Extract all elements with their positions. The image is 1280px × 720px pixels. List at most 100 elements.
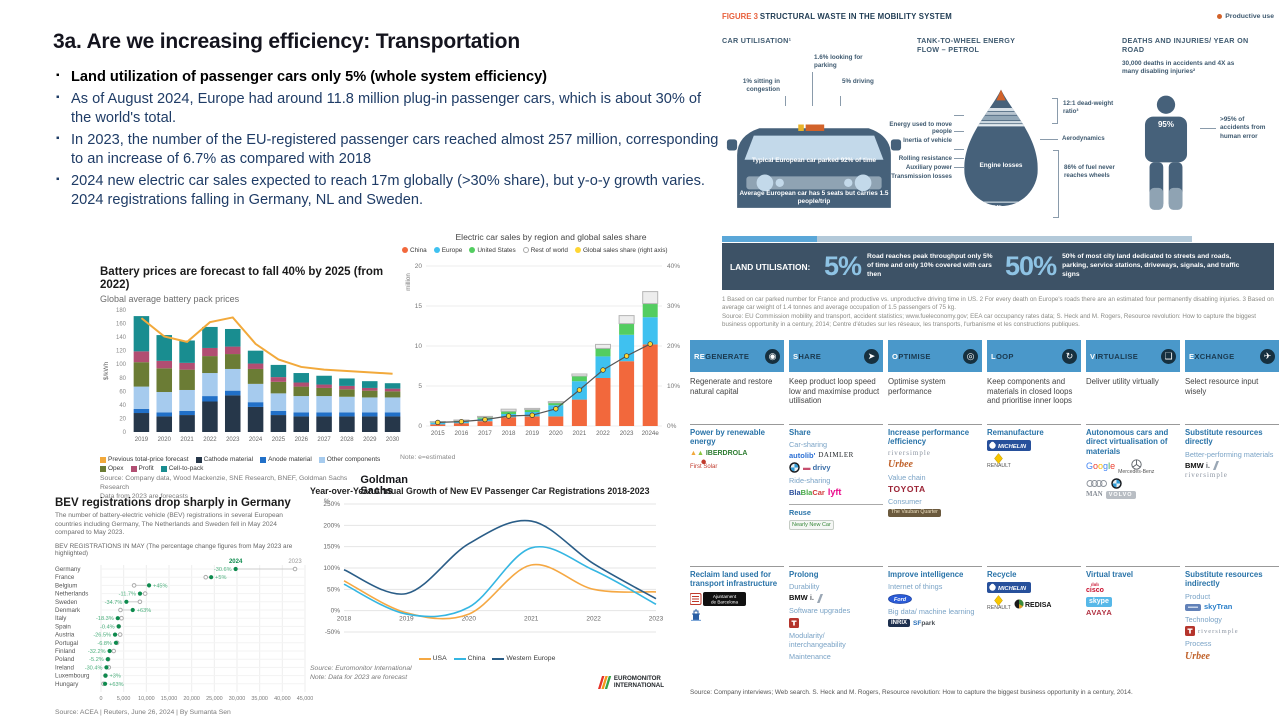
riversimple-logo: riversimple: [1198, 627, 1239, 635]
svg-text:35,000: 35,000: [251, 696, 268, 702]
svg-text:45,000: 45,000: [297, 696, 313, 702]
sfpark-logo: SFpark: [913, 619, 936, 627]
svg-text:+63%: +63%: [137, 608, 151, 614]
svg-text:40: 40: [119, 403, 126, 409]
column-group: Remanufacture MICHELIN RENAULT: [987, 424, 1081, 566]
sub-label: Value chain: [888, 473, 926, 483]
flow-label: Transmission losses: [891, 173, 952, 180]
svg-text:5: 5: [418, 383, 422, 390]
svg-text:2024e: 2024e: [642, 430, 660, 437]
svg-text:Ajuntament: Ajuntament: [713, 594, 737, 599]
svg-text:REDISA: REDISA: [1025, 602, 1051, 609]
loop-icon: ↻: [1062, 348, 1077, 364]
svg-text:2022: 2022: [203, 437, 217, 443]
sub-label: Car-sharing: [789, 440, 828, 450]
column-group: Autonomous cars and direct virtualisatio…: [1086, 424, 1180, 566]
column-group: Substitute resources directly Better-perf…: [1185, 424, 1279, 566]
renault-logo: RENAULT: [987, 453, 1011, 470]
drivy-logo: ▬ drivy: [803, 462, 831, 472]
resolve-column-virtualise: VIRTUALISE ❑ Deliver utility virtually Auto…: [1086, 340, 1180, 664]
column-description: Select resource input wisely: [1185, 377, 1259, 396]
table-source: Source: Company interviews; Web search. …: [690, 689, 1133, 696]
resolve-column-loop: LOOP ↻ Keep components and materials in cl…: [987, 340, 1081, 664]
virtualise-icon: ❑: [1161, 348, 1176, 364]
resolve-column-optimise: OPTIMISE ◎ Optimise system performance Incr…: [888, 340, 982, 664]
sub-label: Better-performing materials: [1185, 449, 1274, 459]
svg-text:2021: 2021: [573, 430, 587, 437]
svg-text:Finland: Finland: [55, 648, 76, 655]
column-group: Share Car-sharing autolib' DAIMLER ▬ drivy Ri…: [789, 424, 883, 566]
svg-text:2029: 2029: [363, 437, 377, 443]
banner-strip: [722, 236, 1274, 242]
svg-text:2020: 2020: [462, 616, 477, 623]
person-callout-line: [1200, 128, 1216, 129]
svg-text:-32.2%: -32.2%: [88, 649, 106, 655]
land-utilisation-banner: LAND UTILISATION: 5% Road reaches peak t…: [722, 243, 1274, 290]
callout-line: [785, 96, 786, 106]
legend-item: Anode material: [260, 456, 312, 463]
column-group: Reclaim land used for transport infrastr…: [690, 566, 784, 623]
parking-callout: 1.6% looking for parking: [814, 54, 863, 69]
svg-text:250%: 250%: [323, 501, 340, 508]
svg-text:+63%: +63%: [109, 682, 123, 688]
flow-label: Energy used to move people: [889, 121, 952, 136]
city-of-copenhagen-logo: [690, 608, 702, 621]
figure-label: FIGURE 3: [722, 12, 758, 21]
aero-line: [1040, 139, 1058, 140]
legend-item: Opex: [100, 465, 124, 472]
svg-text:MICHELIN: MICHELIN: [998, 444, 1027, 450]
sub-label: Consumer: [888, 497, 922, 507]
flow-label-line: [954, 131, 964, 132]
svg-text:2023: 2023: [649, 616, 664, 623]
ford-logo: Ford: [888, 594, 912, 604]
svg-text:+45%: +45%: [153, 583, 167, 589]
svg-text:0: 0: [418, 423, 422, 430]
svg-text:-26.5%: -26.5%: [93, 633, 111, 639]
congestion-callout: 1% sitting in congestion: [742, 78, 780, 93]
svg-text:2027: 2027: [317, 437, 331, 443]
yoy-chart-legend: USA China Western Europe: [310, 655, 664, 662]
car-parked-text: Typical European car parked 92% of time: [751, 157, 877, 164]
bmw-i-logo: BMW i.: [789, 593, 815, 603]
svg-text:120: 120: [116, 349, 127, 355]
orange-dot-icon: [1217, 14, 1223, 19]
skype-logo: skype: [1086, 597, 1112, 607]
svg-text:2016: 2016: [455, 430, 469, 437]
svg-text:0: 0: [100, 696, 103, 702]
bev-chart-svg: 0 5,000 10,000 15,000 20,000 25,000 30,000 35,0…: [55, 559, 313, 702]
iberdrola-logo: ▲▲ IBERDROLA: [690, 449, 748, 457]
ev-chart-plot: 0 5 10 15 20 0% 10% 20% 30% 40% million 2015 2016 201…: [400, 254, 702, 452]
chart-title: Battery prices are forecast to fall 40% …: [100, 266, 384, 292]
svg-text:15,000: 15,000: [161, 696, 178, 702]
resolve-framework-table: REGENERATE ◉ Regenerate and restore natura…: [690, 340, 1280, 696]
human-error-label: >95% of accidents from human error: [1220, 116, 1266, 140]
column-group: Power by renewable energy ▲▲ IBERDROLA ⬤ Fi…: [690, 424, 784, 566]
column-description: Regenerate and restore natural capital: [690, 377, 773, 396]
svg-text:50%: 50%: [327, 586, 340, 593]
column-group: Recycle MICHELIN RENAULT REDISA: [987, 566, 1081, 614]
svg-text:2017: 2017: [478, 430, 492, 437]
svg-text:2020: 2020: [549, 430, 563, 437]
banner-stat-50: 50%: [1005, 251, 1057, 281]
legend-item: Other components: [318, 456, 380, 463]
renault-logo: RENAULT: [987, 595, 1011, 612]
yoy-chart-plot: % -50% 0% 50% 100% 150% 200% 250% 2018 2019 2020 20…: [310, 496, 664, 654]
flow-label: Inertia of vehicle: [903, 137, 952, 144]
blablacar-logo: BlaBlaCar: [789, 487, 825, 497]
sub-label: Big data/ machine learning: [888, 607, 975, 617]
legend-item: Rest of world: [522, 247, 568, 254]
svg-text:-50%: -50%: [325, 629, 340, 636]
svg-text:2020: 2020: [158, 437, 172, 443]
tesla-logo: [789, 617, 799, 628]
svg-text:40%: 40%: [667, 263, 680, 270]
idling-label: Idling: [993, 205, 1009, 211]
flow-label-line: [954, 149, 964, 150]
svg-text:10: 10: [415, 343, 423, 350]
svg-text:Luxembourg: Luxembourg: [55, 673, 90, 680]
legend-item: Profit: [130, 465, 154, 472]
urbee-logo: Urbee: [1185, 651, 1210, 663]
cisco-logo: ılıılı cisco: [1086, 582, 1104, 595]
bullet-3: In 2023, the number of the EU-registered…: [56, 131, 720, 169]
chart-title: BEV registrations drop sharply in German…: [55, 497, 291, 509]
svg-text:20%: 20%: [667, 343, 680, 350]
